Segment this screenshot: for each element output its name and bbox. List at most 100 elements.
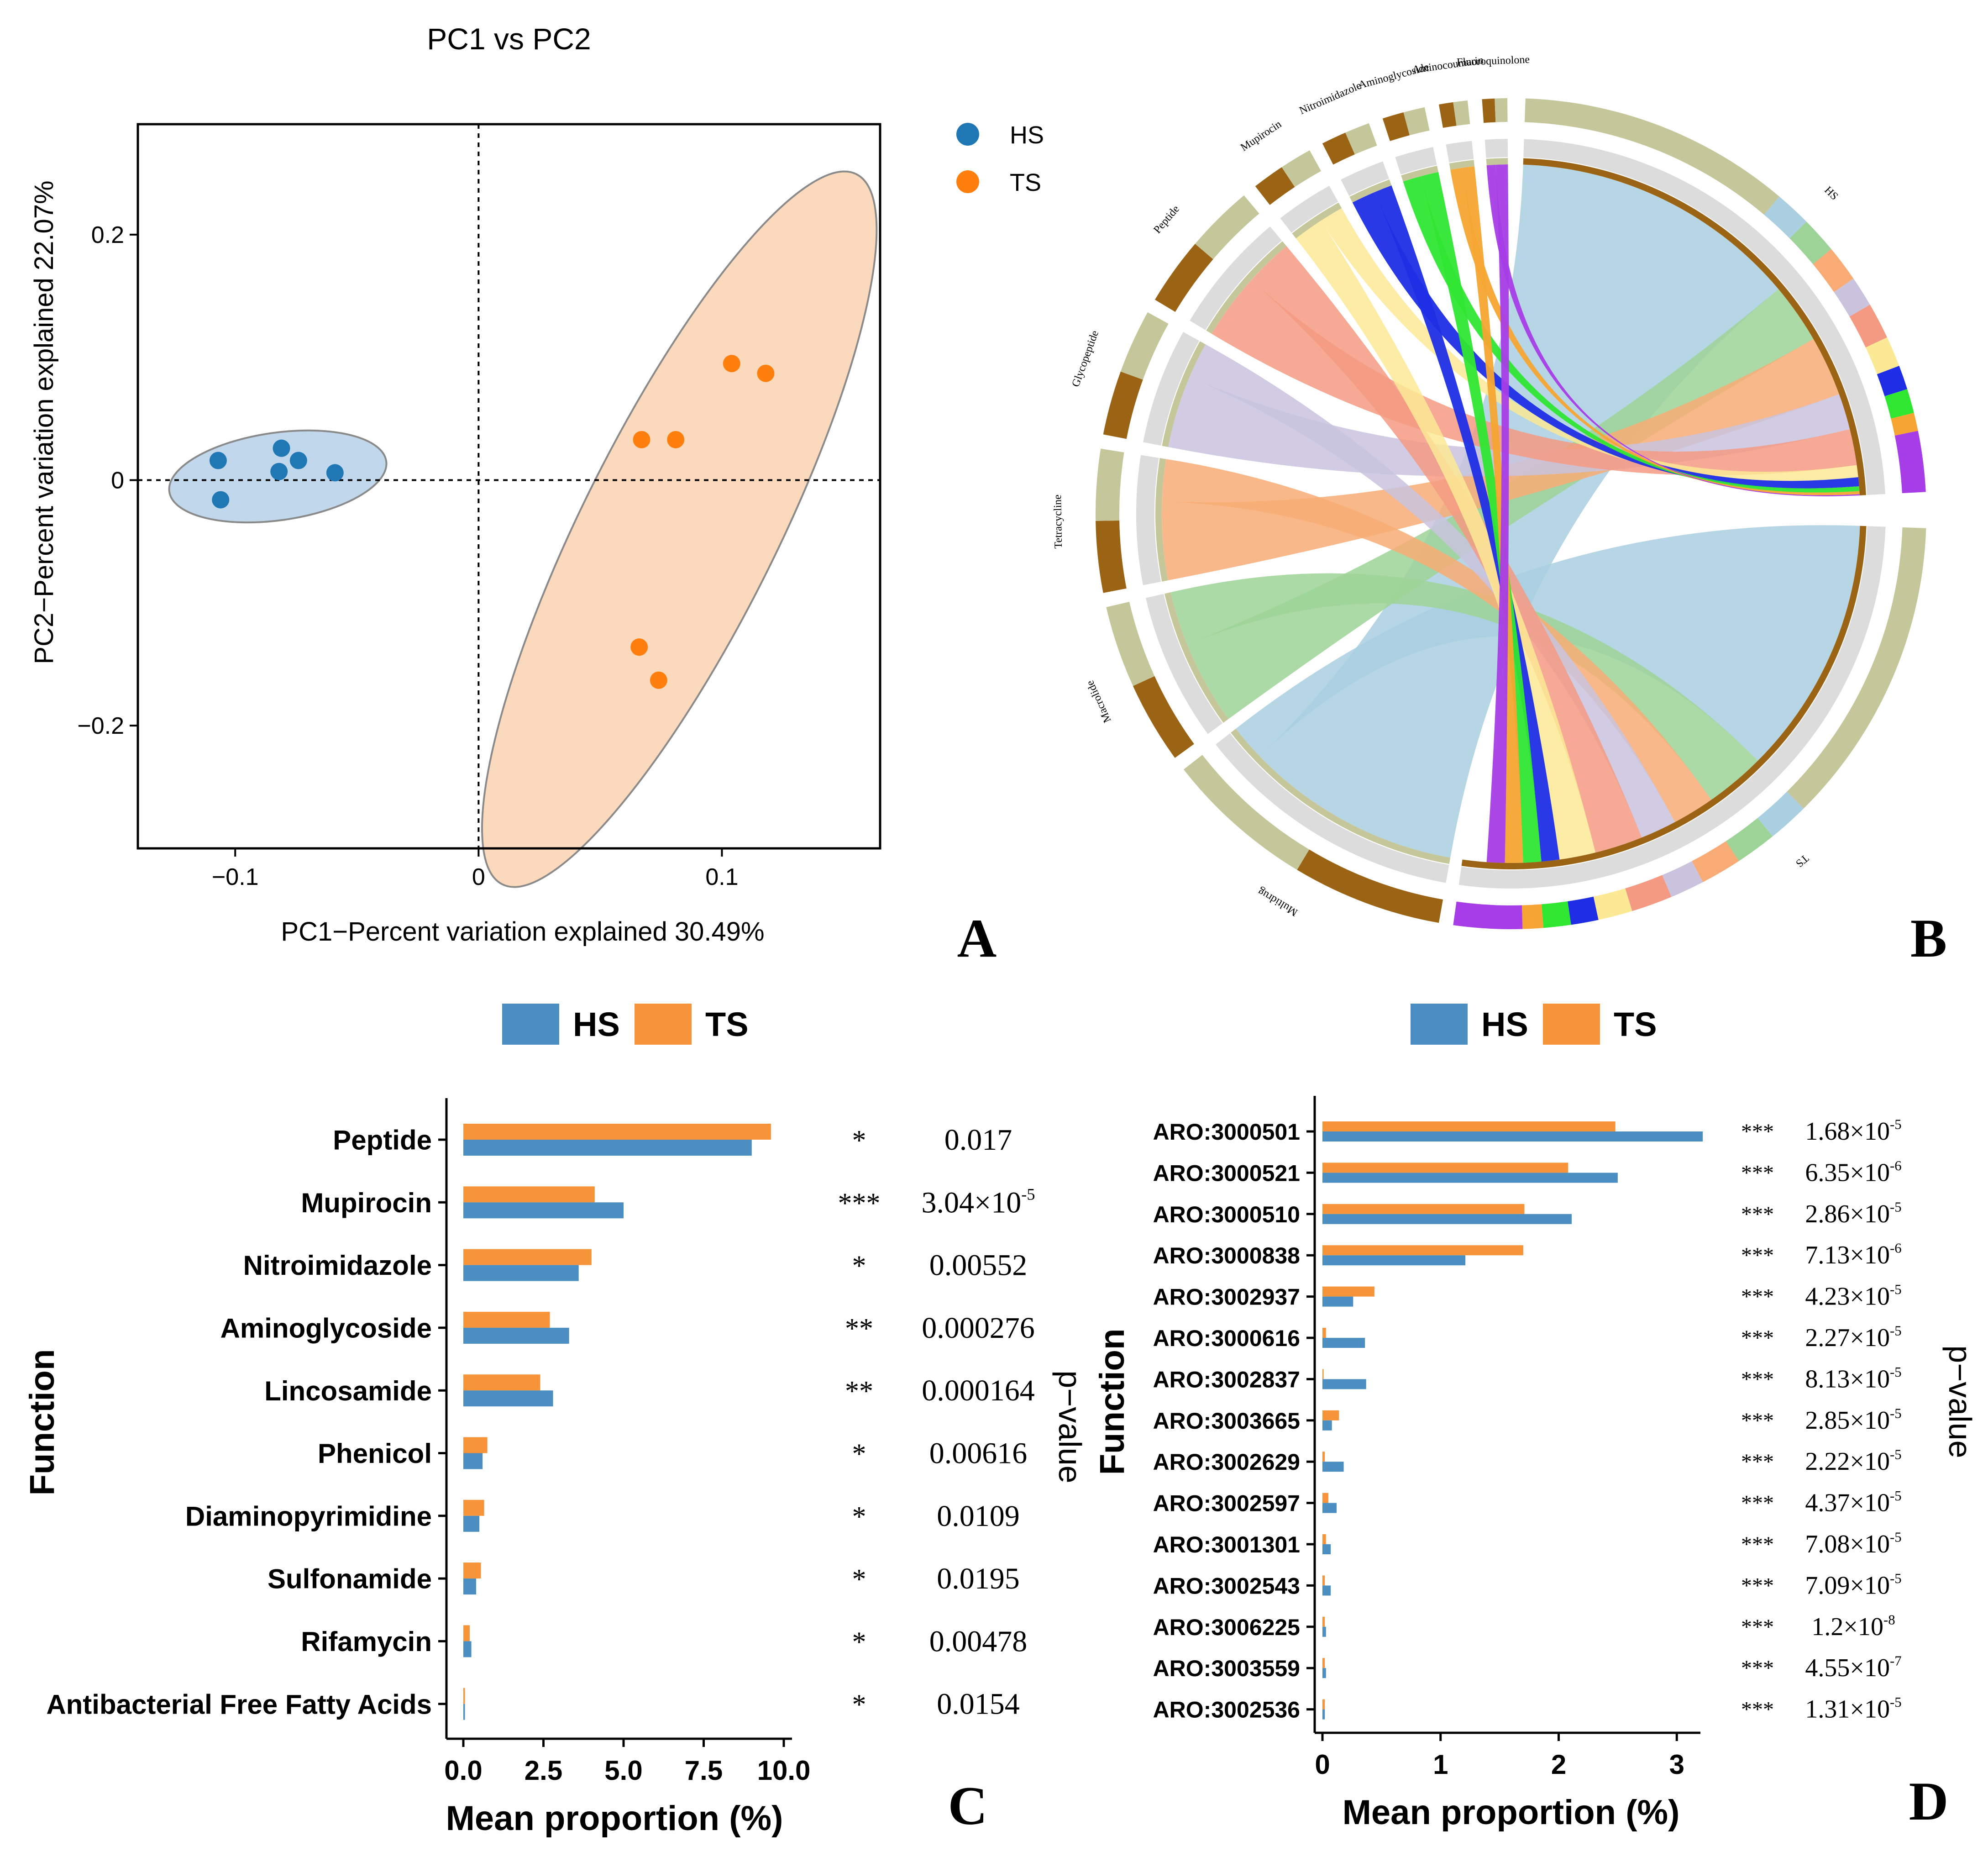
outer-ring-ts-part xyxy=(1757,791,1804,836)
p-value: 0.0154 xyxy=(937,1688,1020,1721)
significance-marker: *** xyxy=(1741,1450,1774,1474)
category-label: Diaminopyrimidine xyxy=(185,1501,432,1531)
outer-ring-aminoglycoside-b xyxy=(1403,107,1430,136)
p-value-axis-label: p−value xyxy=(1942,1345,1978,1458)
outer-ring-multidrug-a xyxy=(1297,849,1443,923)
p-value: 0.00478 xyxy=(929,1625,1028,1658)
significance-marker: ** xyxy=(845,1376,873,1407)
bar-ts xyxy=(463,1249,592,1265)
bar-ts xyxy=(1322,1616,1325,1627)
category-label: Lincosamide xyxy=(264,1376,432,1406)
outer-ring-hs-part xyxy=(1813,249,1854,292)
bar-hs xyxy=(1322,1709,1325,1720)
significance-marker: * xyxy=(852,1501,866,1532)
p-value: 2.85×10-5 xyxy=(1805,1405,1901,1435)
outer-ring-mupirocin-b xyxy=(1281,150,1322,187)
category-label: ARO:3002536 xyxy=(1153,1697,1300,1723)
category-label: ARO:3002543 xyxy=(1153,1573,1300,1599)
y-axis-label: Function xyxy=(23,1349,62,1496)
bar-ts xyxy=(1322,1286,1374,1297)
significance-marker: *** xyxy=(1741,1285,1774,1309)
x-tick-label: 2.5 xyxy=(525,1755,562,1786)
chord-link xyxy=(1296,221,1596,860)
y-axis-label: Function xyxy=(1093,1329,1132,1475)
p-value: 2.22×10-5 xyxy=(1805,1447,1901,1476)
p-value: 4.55×10-7 xyxy=(1805,1653,1901,1683)
category-label: Rifamycin xyxy=(301,1626,432,1657)
bar-ts xyxy=(463,1499,484,1516)
plot-frame-a xyxy=(136,123,881,850)
x-tick-label-a: −0.1 xyxy=(212,864,259,890)
category-label: ARO:3003665 xyxy=(1153,1408,1300,1434)
panel-label-c: C xyxy=(948,1775,988,1836)
bar-hs xyxy=(463,1578,477,1595)
bar-ts xyxy=(1322,1163,1568,1173)
bar-hs xyxy=(463,1390,553,1407)
point-hs xyxy=(270,463,288,480)
p-value: 0.000276 xyxy=(922,1311,1035,1345)
bar-hs xyxy=(1322,1255,1466,1266)
category-label: ARO:3000510 xyxy=(1153,1202,1300,1227)
significance-marker: *** xyxy=(838,1188,881,1219)
bar-hs xyxy=(463,1704,465,1720)
bar-ts xyxy=(463,1311,550,1328)
significance-marker: *** xyxy=(1741,1409,1774,1433)
bar-hs xyxy=(463,1202,624,1219)
bar-hs xyxy=(1322,1338,1365,1348)
p-value: 7.09×10-5 xyxy=(1805,1571,1901,1600)
outer-ring-multidrug-b xyxy=(1183,755,1310,870)
p-value: 7.13×10-6 xyxy=(1805,1241,1901,1270)
chord-link xyxy=(1170,573,1758,800)
x-tick-label: 10.0 xyxy=(757,1755,811,1786)
significance-marker: *** xyxy=(1741,1532,1774,1557)
chord-label-tetracycline: Tetracycline xyxy=(1052,494,1065,549)
bar-ts xyxy=(1322,1121,1616,1131)
bar-hs xyxy=(1322,1462,1344,1472)
point-hs xyxy=(209,452,227,469)
bar-hs xyxy=(1322,1626,1326,1637)
outer-ring-macrolide-b xyxy=(1106,602,1155,686)
bar-ts xyxy=(463,1124,771,1140)
legend-label-ts: TS xyxy=(1010,169,1041,196)
point-ts xyxy=(633,431,650,448)
p-value: 1.31×10-5 xyxy=(1805,1694,1901,1724)
tick-band-peptide xyxy=(1190,226,1282,330)
outer-ring-mupirocin-a xyxy=(1255,167,1295,205)
outer-ring-hs-part xyxy=(1891,413,1918,436)
outer-ring-fluoroquinolone-a xyxy=(1482,98,1496,123)
chord-link xyxy=(1462,166,1523,863)
tick-band-tetracycline xyxy=(1136,455,1161,585)
chord-link xyxy=(1251,246,1642,853)
bar-ts xyxy=(463,1688,465,1704)
bar-ts xyxy=(1322,1245,1523,1256)
outer-ring-ts-part xyxy=(1692,841,1739,883)
tick-band-multidrug xyxy=(1216,733,1449,883)
outer-ring-hs-part xyxy=(1764,196,1807,239)
category-label: ARO:3006225 xyxy=(1153,1615,1300,1640)
panel-d-bar-chart: HS TS ARO:3000501 *** 1.68×10-5 ARO:3000521 **… xyxy=(1093,1004,1978,1832)
p-value: 2.27×10-5 xyxy=(1805,1323,1901,1352)
inner-ring-peptide xyxy=(1206,241,1287,334)
bar-ts xyxy=(463,1625,470,1641)
point-ts xyxy=(630,638,648,656)
bar-hs xyxy=(463,1453,483,1469)
point-hs xyxy=(273,439,290,457)
category-label: Antibacterial Free Fatty Acids xyxy=(46,1689,432,1720)
chord-link xyxy=(1321,208,1858,481)
chord-link xyxy=(1189,344,1675,838)
bar-hs xyxy=(463,1641,472,1657)
x-tick-label: 1 xyxy=(1433,1749,1448,1780)
category-label: ARO:3002629 xyxy=(1153,1449,1300,1475)
legend-label-hs: HS xyxy=(573,1005,620,1043)
outer-ring-glycopeptide-a xyxy=(1103,371,1143,439)
significance-marker: ** xyxy=(845,1313,873,1344)
legend-swatch-ts xyxy=(635,1004,692,1045)
chord-link xyxy=(1486,164,1509,863)
point-ts xyxy=(757,364,775,382)
category-label: ARO:3003559 xyxy=(1153,1656,1300,1681)
x-axis-label-a: PC1−Percent variation explained 30.49% xyxy=(281,917,764,947)
bar-hs xyxy=(463,1265,579,1281)
outer-ring-ts-part xyxy=(1787,527,1926,809)
legend-swatch-hs xyxy=(502,1004,559,1045)
x-tick-label: 7.5 xyxy=(685,1755,723,1786)
